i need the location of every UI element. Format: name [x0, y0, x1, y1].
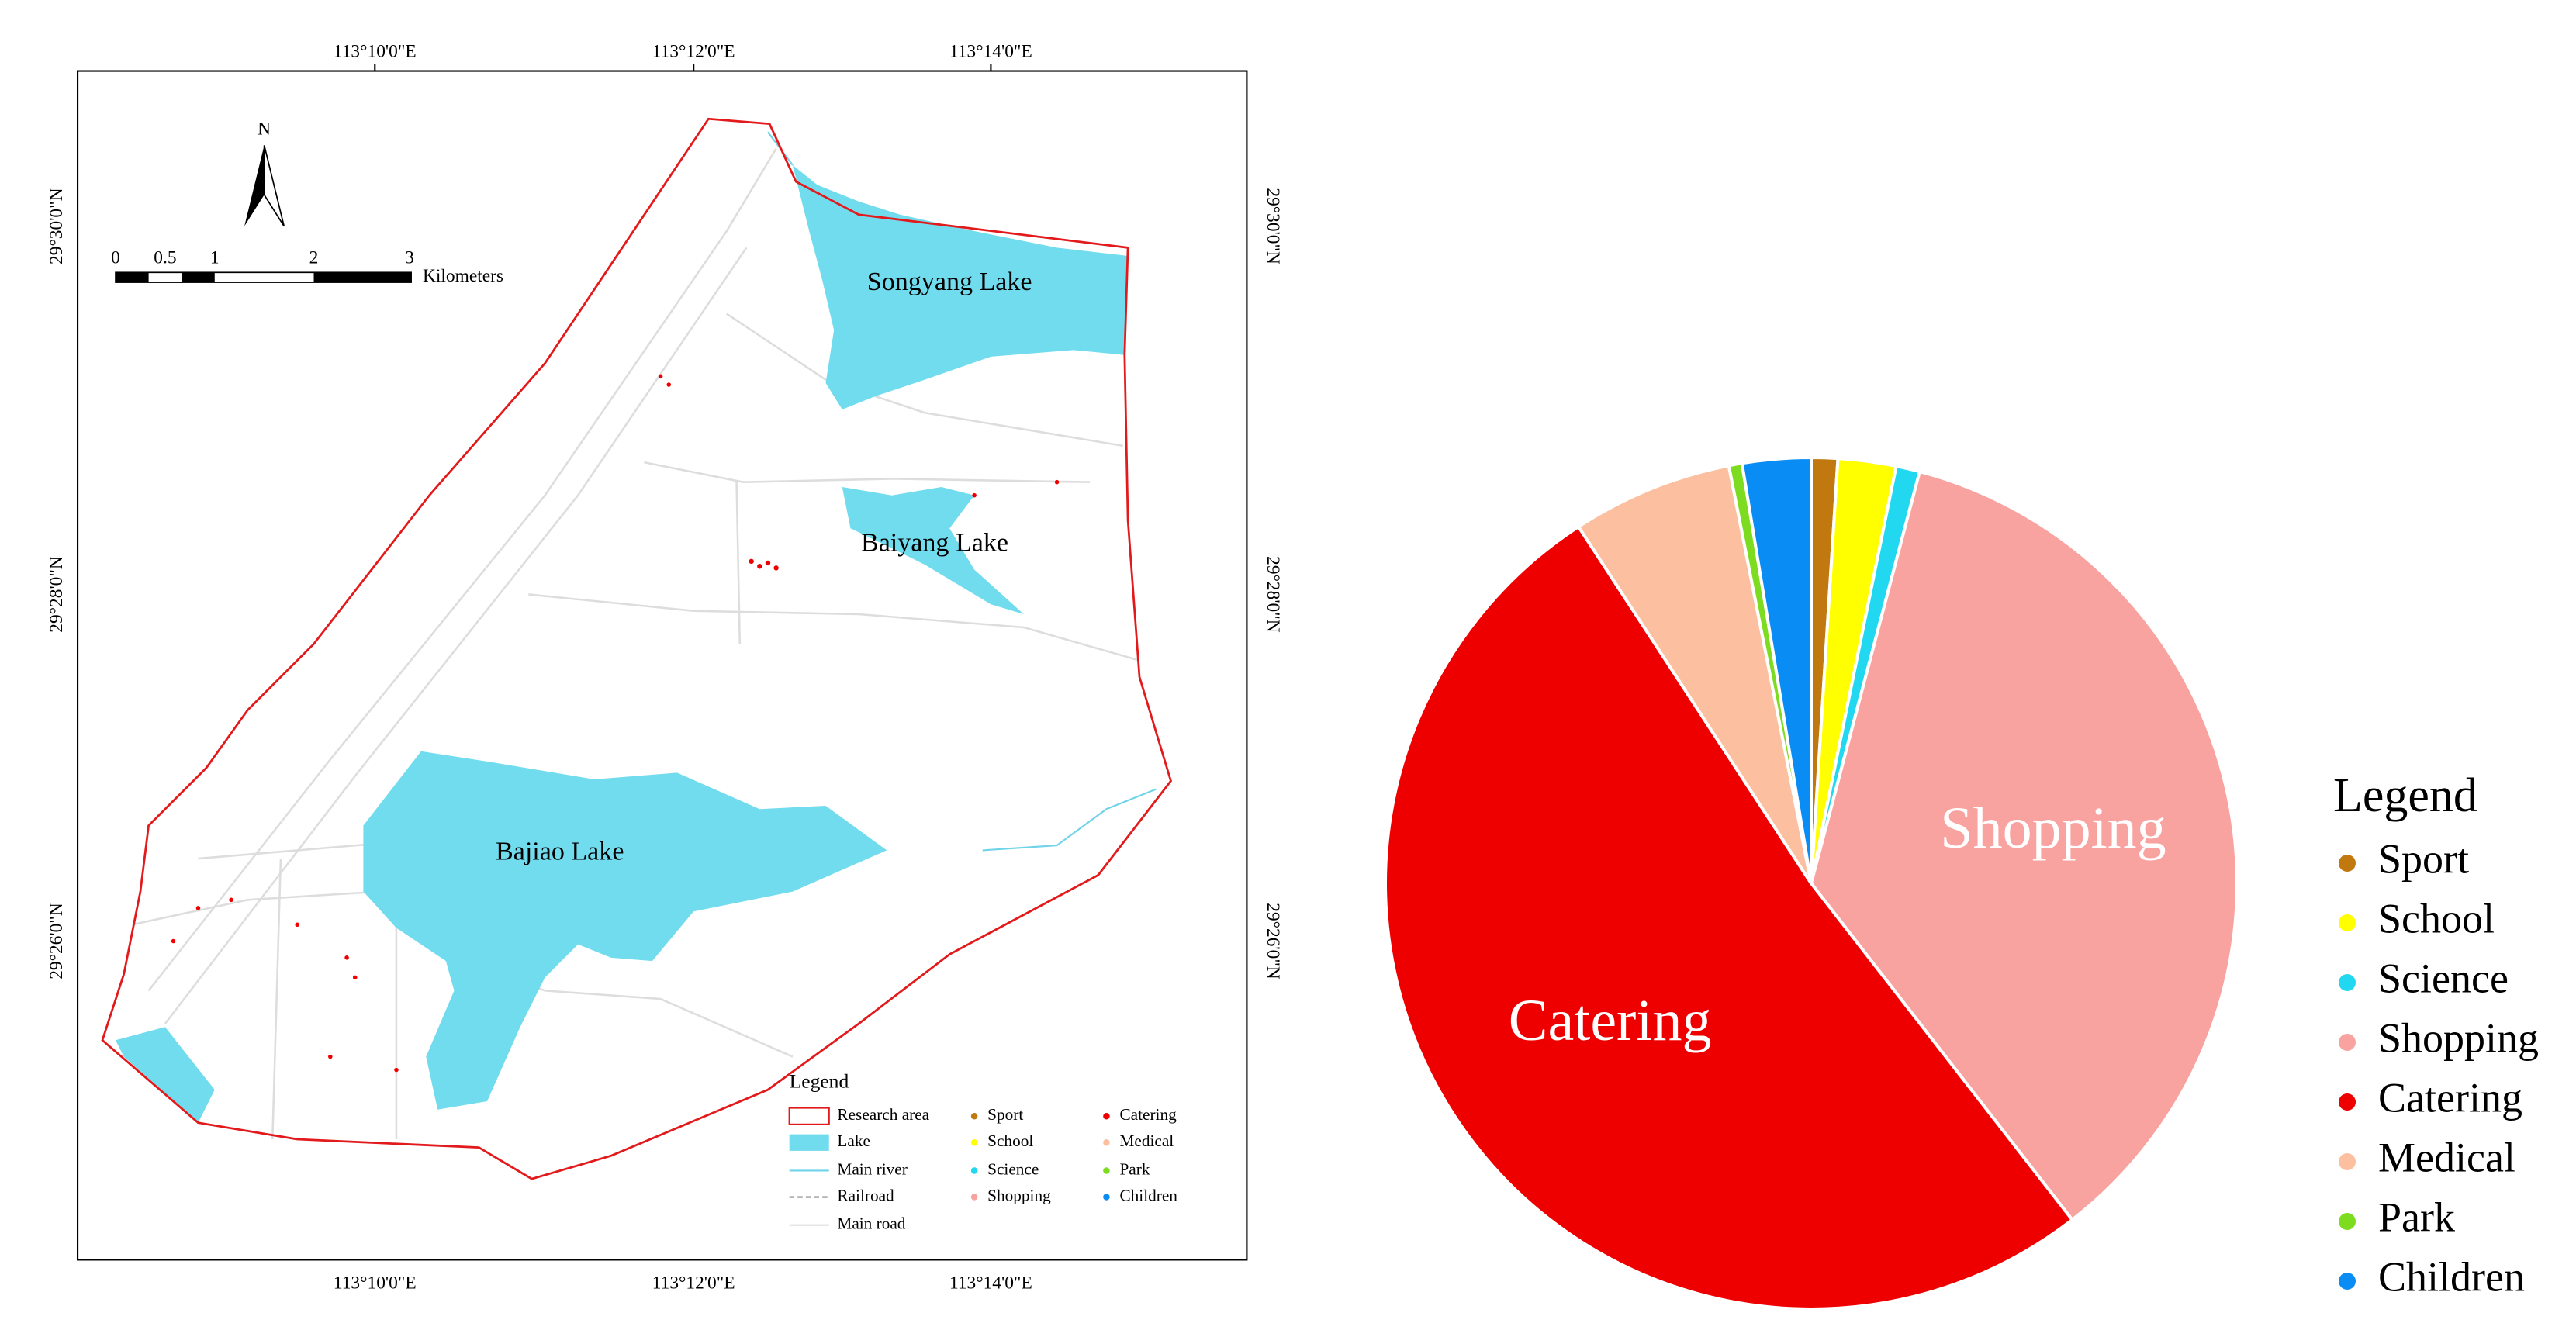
scale-label: 3 — [405, 248, 414, 268]
legend-title: Legend — [2333, 769, 2477, 822]
legend-dot — [1103, 1194, 1110, 1201]
scale-label: 0.5 — [154, 248, 176, 268]
legend-label: Park — [2378, 1194, 2455, 1240]
legend-marker — [2339, 914, 2356, 931]
lon-label: 113°14'0"E — [949, 1273, 1032, 1294]
pie-chart: Shopping Catering Legend Sport School Science… — [1384, 455, 2539, 1311]
map: 113°10'0"E 113°10'0"E 113°12'0"E 113°12'0"E… — [47, 42, 1283, 1294]
slice-label: Shopping — [1940, 796, 2166, 861]
map-legend-label: Main road — [837, 1214, 905, 1233]
legend-dot — [970, 1194, 978, 1201]
lake-label: Bajiao Lake — [496, 838, 624, 866]
pie-slice — [1384, 524, 2075, 1311]
lon-label: 113°14'0"E — [949, 42, 1032, 62]
map-legend-label: Children — [1119, 1186, 1177, 1204]
pie-slice — [1740, 455, 1813, 884]
scale-label: 0 — [111, 248, 120, 268]
lon-label: 113°12'0"E — [652, 42, 735, 62]
map-frame — [76, 70, 1248, 1261]
legend-dot — [970, 1167, 978, 1174]
map-legend-label: Science — [987, 1159, 1039, 1178]
lat-label: 29°28'0"N — [47, 556, 67, 633]
legend-marker — [2339, 1213, 2356, 1230]
lat-label: 29°26'0"N — [1263, 903, 1283, 979]
legend-dot — [1103, 1139, 1110, 1146]
lon-label: 113°10'0"E — [334, 1273, 417, 1294]
lakes — [116, 164, 1129, 1123]
legend-label: Sport — [2378, 835, 2469, 882]
legend-marker — [2339, 1153, 2356, 1170]
legend-marker — [2339, 1273, 2356, 1290]
map-legend-title: Legend — [790, 1069, 849, 1092]
legend-dot — [1103, 1167, 1110, 1174]
scale-bar — [115, 271, 412, 283]
scale-unit: Kilometers — [423, 266, 503, 286]
north-arrow — [263, 145, 285, 227]
map-legend-label: Catering — [1119, 1105, 1177, 1124]
lat-label: 29°26'0"N — [47, 903, 67, 979]
map-legend-label: Research area — [837, 1105, 929, 1124]
lake-label: Songyang Lake — [867, 268, 1032, 296]
legend-symbol — [789, 1134, 829, 1151]
legend-marker — [2339, 855, 2356, 872]
lon-label: 113°12'0"E — [652, 1273, 735, 1294]
legend-label: Shopping — [2378, 1014, 2539, 1061]
legend-marker — [2339, 1093, 2356, 1111]
scale-label: 1 — [210, 248, 220, 268]
map-legend-label: Medical — [1119, 1131, 1174, 1150]
legend-label: Catering — [2378, 1074, 2522, 1121]
scale-label: 2 — [309, 248, 319, 268]
legend-label: Medical — [2378, 1134, 2515, 1180]
lat-label: 29°30'0"N — [1263, 188, 1283, 264]
research-area — [101, 117, 1172, 1180]
lat-label: 29°28'0"N — [1263, 556, 1283, 633]
legend-dot — [1103, 1112, 1110, 1120]
map-legend-label: Main river — [837, 1159, 907, 1178]
poi-dots — [171, 374, 1060, 1073]
pie-slice — [1809, 469, 2239, 1222]
legend-symbol — [788, 1107, 830, 1125]
map-legend-label: Shopping — [987, 1186, 1051, 1204]
map-legend-label: Park — [1119, 1159, 1150, 1178]
map-legend-label: Sport — [987, 1105, 1023, 1124]
legend-label: Children — [2378, 1253, 2525, 1300]
legend-dot — [970, 1112, 978, 1120]
legend-dot — [970, 1139, 978, 1146]
map-legend-label: Lake — [837, 1131, 870, 1150]
north-label: N — [258, 119, 271, 140]
map-legend-label: Railroad — [837, 1186, 894, 1204]
lake-label: Baiyang Lake — [861, 528, 1008, 557]
legend-marker — [2339, 1034, 2356, 1051]
slice-label: Catering — [1509, 988, 1712, 1053]
legend-label: School — [2378, 895, 2495, 941]
legend-label: Science — [2378, 955, 2509, 1001]
pie-slice — [1576, 464, 1813, 885]
legend-marker — [2339, 974, 2356, 991]
lat-label: 29°30'0"N — [47, 188, 67, 264]
lon-label: 113°10'0"E — [334, 42, 417, 62]
map-legend-label: School — [987, 1131, 1033, 1150]
